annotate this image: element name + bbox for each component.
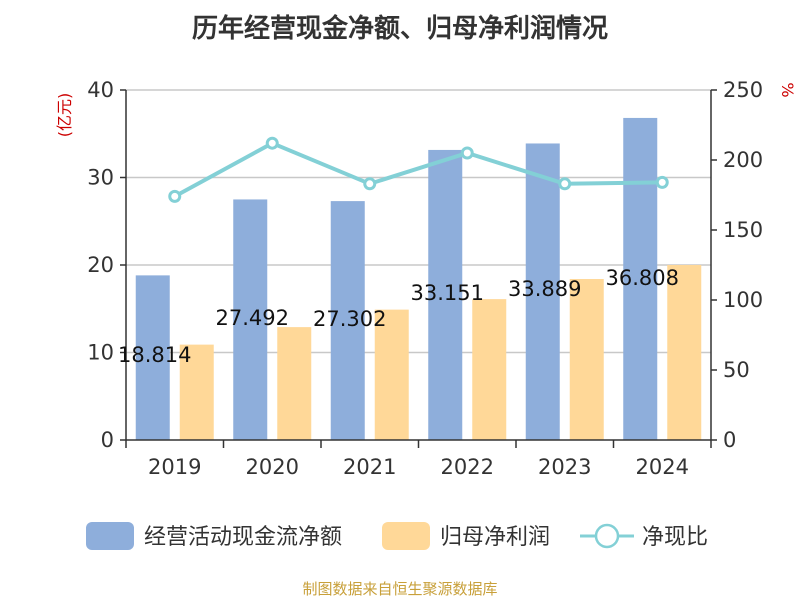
ratio-point [558, 177, 572, 191]
x-tick-label: 2021 [343, 455, 396, 479]
bar-net-profit [667, 265, 702, 440]
bar-net-profit [569, 279, 604, 440]
legend-swatch-cash-flow [86, 522, 134, 550]
y-right-unit-label: % [778, 82, 797, 97]
y-left-tick-label: 30 [87, 166, 114, 190]
bar-cash-flow [428, 149, 463, 440]
legend-label-cash-flow: 经营活动现金流净额 [144, 525, 342, 550]
data-label-cash-flow: 27.302 [313, 307, 386, 331]
y-right-tick-label: 150 [723, 218, 763, 242]
grid-layer [126, 89, 711, 354]
y-left-tick-label: 10 [87, 341, 114, 365]
legend-label-ratio: 净现比 [642, 525, 708, 550]
x-tick-label: 2022 [441, 455, 494, 479]
bar-net-profit [472, 299, 507, 440]
y-left-unit-label: (亿元) [55, 93, 74, 138]
x-tick-label: 2019 [148, 455, 201, 479]
bar-net-profit [277, 327, 312, 440]
bar-cash-flow [525, 143, 560, 440]
ratio-point [265, 136, 279, 150]
y-right-tick-label: 0 [723, 428, 736, 452]
y-right-tick-label: 100 [723, 288, 763, 312]
x-tick-label: 2023 [538, 455, 591, 479]
line-layer [168, 136, 669, 203]
legend-marker-ratio [594, 523, 620, 549]
bars-layer [135, 117, 702, 441]
bar-cash-flow [623, 117, 658, 441]
bar-cash-flow [330, 201, 365, 440]
y-right-tick-label: 50 [723, 358, 750, 382]
data-label-cash-flow: 27.492 [216, 306, 289, 330]
data-label-cash-flow: 36.808 [606, 266, 679, 290]
bar-net-profit [374, 309, 409, 440]
bar-net-profit [179, 344, 214, 440]
ratio-point [168, 189, 182, 203]
ratio-point [655, 175, 669, 189]
ratio-line [173, 140, 663, 199]
x-tick-label: 2024 [636, 455, 689, 479]
y-left-tick-label: 20 [87, 253, 114, 277]
axes-layer: 0 10 20 30 40 0 50 100 150 200 250 2019 2020 2021 2022… [55, 78, 797, 479]
x-tick-label: 2020 [246, 455, 299, 479]
y-left-tick-label: 40 [87, 78, 114, 102]
data-label-cash-flow: 18.814 [118, 343, 191, 367]
ratio-point [460, 146, 474, 160]
legend-label-net-profit: 归母净利润 [440, 525, 550, 550]
chart-title: 历年经营现金净额、归母净利润情况 [191, 14, 608, 44]
labels-layer: 18.814 27.492 27.302 33.151 33.889 36.808 [118, 266, 679, 367]
ratio-point [363, 177, 377, 191]
y-right-tick-label: 200 [723, 148, 763, 172]
bar-cash-flow [233, 199, 268, 440]
data-label-cash-flow: 33.889 [508, 277, 581, 301]
source-note: 制图数据来自恒生聚源数据库 [302, 580, 498, 598]
legend-layer: 经营活动现金流净额 归母净利润 净现比 [86, 522, 708, 550]
y-left-tick-label: 0 [101, 428, 114, 452]
y-right-tick-label: 250 [723, 78, 763, 102]
data-label-cash-flow: 33.151 [411, 281, 484, 305]
legend-swatch-net-profit [382, 522, 430, 550]
bar-cash-flow [135, 275, 170, 440]
